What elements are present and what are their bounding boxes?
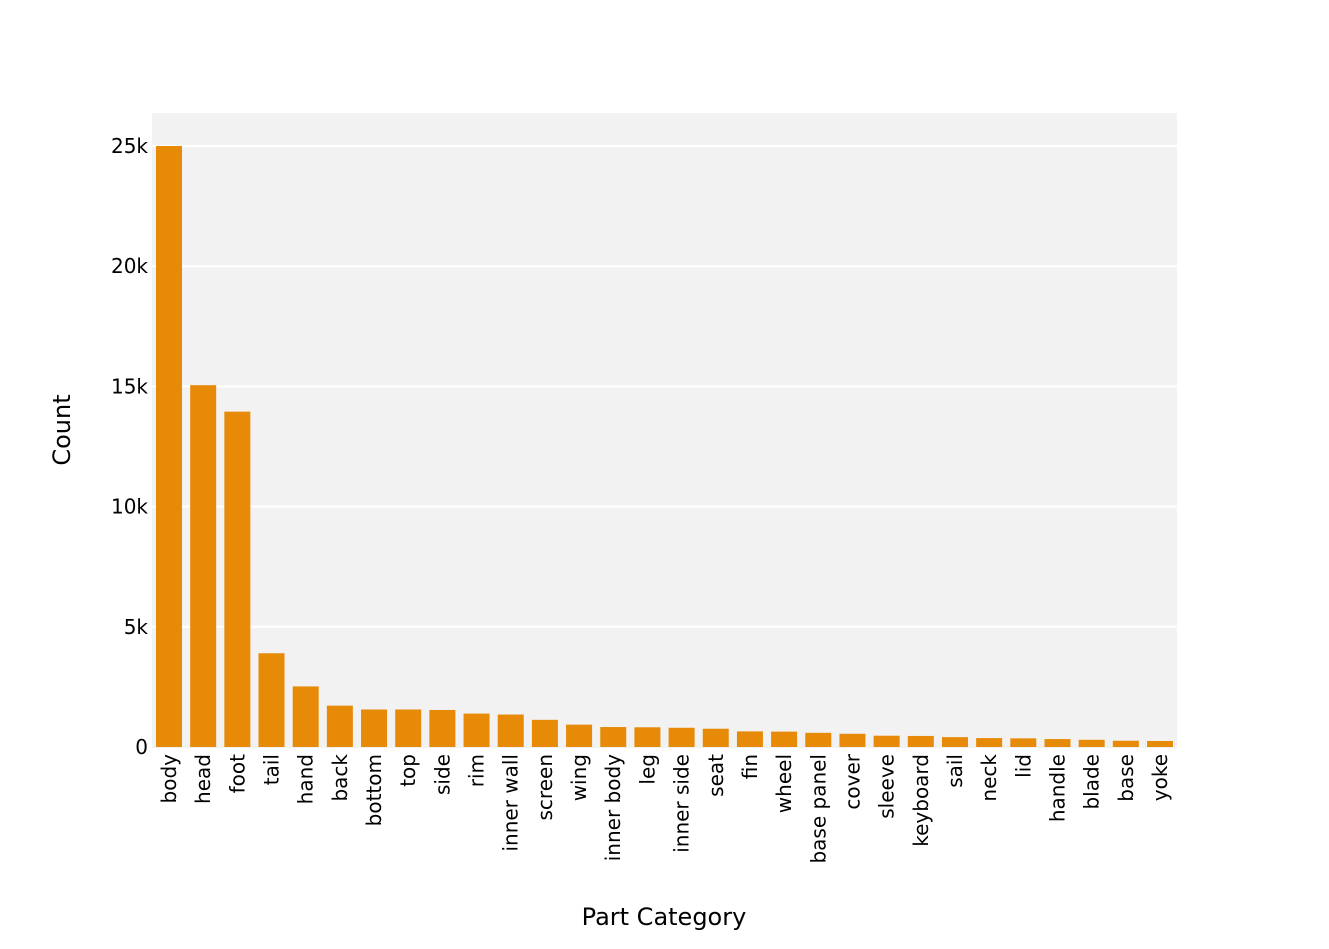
x-tick-label: sleeve — [875, 754, 899, 819]
bar-base-panel — [805, 732, 832, 747]
y-tick-label: 10k — [111, 495, 148, 519]
bar-inner-wall — [497, 714, 524, 747]
x-tick-labels: body head foot tail hand back bottom top side rim… — [157, 753, 1172, 863]
x-tick-label: foot — [225, 754, 249, 794]
x-tick-label: inner side — [670, 754, 694, 853]
bar-top — [395, 709, 422, 747]
bar-leg — [634, 727, 661, 747]
bar-bottom — [361, 709, 388, 747]
x-tick-label: tail — [260, 754, 284, 785]
x-tick-label: base panel — [806, 754, 830, 864]
x-tick-label: leg — [635, 754, 659, 785]
x-tick-label: top — [396, 754, 420, 787]
y-tick-label: 15k — [111, 374, 148, 398]
x-tick-label: base — [1114, 754, 1138, 802]
y-axis-title: Count — [48, 394, 76, 465]
bar-base — [1112, 740, 1139, 747]
bar-inner-body — [600, 727, 627, 747]
x-tick-label: seat — [704, 754, 728, 797]
x-tick-label: blade — [1080, 754, 1104, 810]
bar-head — [190, 385, 217, 747]
x-tick-label: back — [328, 754, 352, 802]
x-tick-label: neck — [977, 754, 1001, 802]
bar-sail — [941, 737, 968, 747]
bar-neck — [976, 738, 1003, 747]
bars — [156, 146, 1173, 747]
plot-background — [152, 113, 1177, 748]
x-tick-label: rim — [465, 754, 489, 787]
bar-wheel — [771, 731, 798, 747]
bar-screen — [531, 719, 558, 747]
bar-tail — [258, 653, 285, 747]
x-tick-label: body — [157, 754, 181, 804]
bar-back — [326, 705, 353, 747]
y-tick-label: 0 — [135, 735, 148, 759]
x-tick-label: bottom — [362, 754, 386, 826]
x-tick-label: wheel — [772, 754, 796, 813]
x-tick-label: lid — [1011, 754, 1035, 778]
bar-lid — [1010, 738, 1037, 747]
x-tick-label: yoke — [1148, 754, 1172, 801]
bar-body — [156, 146, 182, 747]
x-tick-label: hand — [294, 754, 318, 804]
gridlines — [152, 145, 1177, 628]
x-tick-label: inner wall — [499, 754, 523, 852]
bar-handle — [1044, 739, 1071, 747]
x-axis-title: Part Category — [582, 903, 747, 931]
x-tick-label: fin — [738, 754, 762, 779]
x-tick-label: keyboard — [909, 754, 933, 847]
bar-yoke — [1147, 740, 1173, 747]
x-tick-label: cover — [840, 753, 864, 809]
bar-hand — [292, 686, 319, 747]
y-tick-label: 25k — [111, 134, 148, 158]
x-tick-label: head — [191, 754, 215, 804]
bar-keyboard — [907, 735, 934, 747]
x-tick-label: inner body — [601, 754, 625, 861]
y-tick-labels: 0 5k 10k 15k 20k 25k — [111, 134, 148, 759]
x-tick-label: handle — [1045, 754, 1069, 822]
bar-side — [429, 709, 456, 747]
x-tick-label: wing — [567, 754, 591, 801]
x-tick-label: screen — [533, 754, 557, 820]
bar-seat — [702, 728, 729, 747]
x-tick-label: sail — [943, 754, 967, 788]
y-tick-label: 5k — [124, 615, 149, 639]
bar-cover — [839, 733, 866, 747]
bar-inner-side — [668, 727, 695, 747]
bar-wing — [566, 724, 593, 747]
bar-blade — [1078, 739, 1105, 747]
y-tick-label: 20k — [111, 254, 148, 278]
x-tick-label: side — [430, 754, 454, 795]
bar-fin — [736, 731, 763, 747]
bar-foot — [224, 411, 251, 747]
bar-rim — [463, 713, 490, 747]
bar-sleeve — [873, 735, 900, 747]
